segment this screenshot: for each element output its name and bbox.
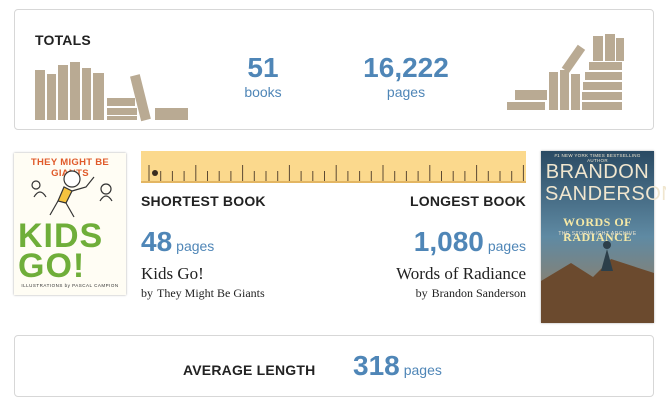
- average-pages-unit: pages: [403, 362, 442, 378]
- total-books-value: 51: [247, 52, 279, 83]
- total-pages-stat: 16,222 pages: [351, 53, 461, 101]
- cover-credit-text: ILLUSTRATIONS by PASCAL CAMPION: [21, 283, 119, 288]
- total-books-unit: books: [244, 84, 282, 100]
- longest-book-pages: 1,080 pages: [414, 226, 526, 258]
- shortest-book-cover[interactable]: THEY MIGHT BE GIANTS KIDS GO! ILLUSTRATI…: [14, 153, 126, 295]
- longest-book-author[interactable]: Brandon Sanderson: [431, 286, 526, 300]
- shortest-book-heading: SHORTEST BOOK: [141, 193, 266, 209]
- cover-title-text: KIDS GO!: [18, 217, 104, 285]
- book-stack-icon: [507, 34, 624, 110]
- total-pages-unit: pages: [386, 84, 426, 100]
- cover-author-line2: SANDERSON: [545, 183, 666, 205]
- longest-book-heading: LONGEST BOOK: [410, 193, 526, 209]
- average-pages-value: 318: [353, 350, 400, 381]
- by-label: by: [415, 286, 428, 300]
- longest-book-cover[interactable]: #1 NEW YORK TIMES BESTSELLING AUTHOR BRA…: [541, 151, 666, 323]
- total-books-stat: 51 books: [225, 53, 301, 101]
- average-heading: AVERAGE LENGTH: [183, 362, 316, 378]
- by-label: by: [141, 286, 153, 300]
- average-pages: 318 pages: [353, 350, 442, 382]
- shortest-book-author-line: by They Might Be Giants: [141, 286, 265, 301]
- shortest-pages-unit: pages: [176, 238, 215, 254]
- ruler-icon: [141, 151, 526, 183]
- shortest-book-author[interactable]: They Might Be Giants: [157, 286, 265, 300]
- cover-author-text: BRANDON SANDERSON: [545, 161, 666, 205]
- totals-title: TOTALS: [35, 32, 91, 48]
- longest-book-title[interactable]: Words of Radiance: [396, 264, 526, 283]
- cover-title-text: WORDS OF RADIANCE: [562, 215, 632, 244]
- cover-author-line1: BRANDON: [545, 161, 650, 183]
- longest-pages-unit: pages: [487, 238, 526, 254]
- longest-pages-value: 1,080: [413, 226, 484, 257]
- shortest-book-title[interactable]: Kids Go!: [141, 264, 204, 283]
- average-card: AVERAGE LENGTH 318 pages: [14, 335, 654, 397]
- shortest-pages-value: 48: [141, 226, 173, 257]
- totals-card: TOTALS 51 books 16,222 pages: [14, 9, 654, 130]
- cover-illustration: [541, 151, 654, 323]
- longest-book-author-line: by Brandon Sanderson: [416, 286, 526, 301]
- ruler-marker: [152, 170, 158, 176]
- cover-illustration: [31, 170, 113, 218]
- shortest-book-pages: 48 pages: [141, 226, 214, 258]
- cover-tagline-text: #1 NEW YORK TIMES BESTSELLING AUTHOR: [554, 153, 641, 163]
- cover-series-text: THE STORMLIGHT ARCHIVE: [558, 231, 637, 237]
- book-stack-icon: [35, 62, 188, 122]
- total-pages-value: 16,222: [363, 52, 449, 83]
